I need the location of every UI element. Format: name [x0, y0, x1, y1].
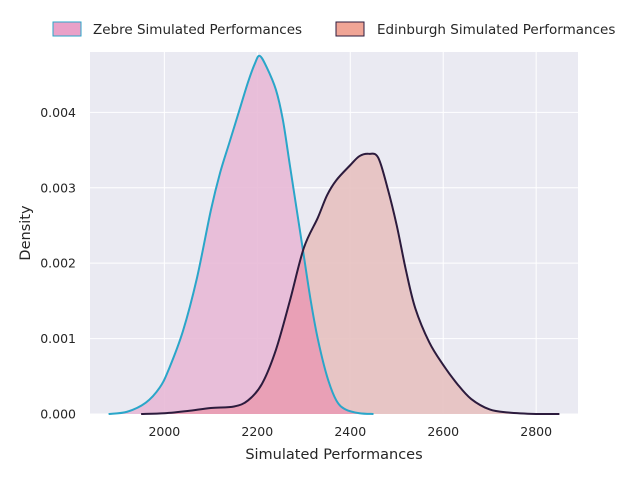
y-tick-label: 0.001	[40, 331, 76, 346]
y-tick-label: 0.004	[40, 105, 76, 120]
x-tick-label: 2800	[520, 424, 552, 439]
x-tick-labels: 2000 2200 2400 2600 2800	[148, 424, 552, 439]
y-tick-label: 0.000	[40, 407, 76, 422]
legend-label-zebre: Zebre Simulated Performances	[93, 22, 302, 38]
legend-patch-zebre	[52, 21, 82, 37]
x-tick-label: 2600	[427, 424, 459, 439]
y-tick-labels: 0.000 0.001 0.002 0.003 0.004	[40, 105, 76, 422]
x-axis-label: Simulated Performances	[245, 447, 422, 463]
legend-label-edinburgh: Edinburgh Simulated Performances	[377, 22, 615, 38]
y-axis-label: Density	[18, 205, 34, 261]
zebre-density-line	[108, 54, 374, 415]
edinburgh-density-fill	[141, 153, 560, 414]
y-tick-label: 0.003	[40, 180, 76, 195]
legend-patch-edinburgh	[335, 21, 365, 37]
legend: Zebre Simulated Performances Edinburgh S…	[52, 21, 615, 38]
x-tick-label: 2400	[334, 424, 366, 439]
x-tick-label: 2000	[148, 424, 180, 439]
series-group	[108, 54, 560, 415]
edinburgh-density-line	[141, 152, 560, 415]
x-tick-label: 2200	[241, 424, 273, 439]
y-tick-label: 0.002	[40, 256, 76, 271]
